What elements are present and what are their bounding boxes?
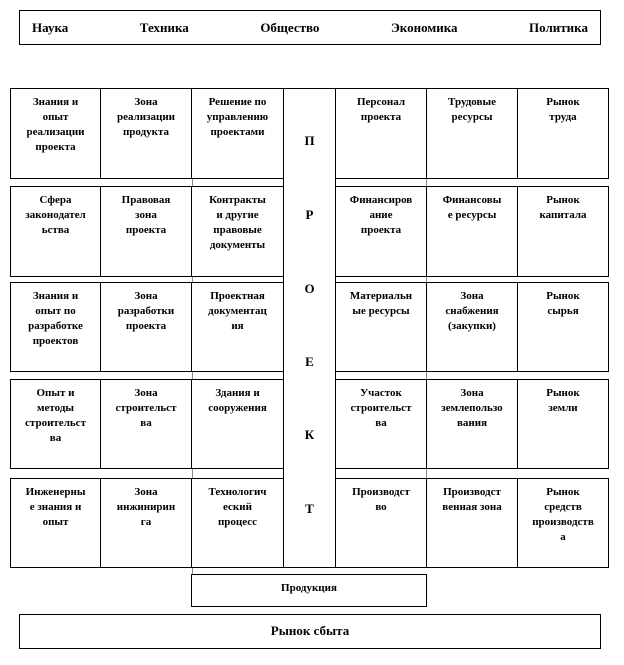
project-column: П Р О Е К Т: [283, 88, 336, 568]
diagram-cell: Зона реализации продукта: [100, 88, 192, 179]
diagram-cell: Инженерны е знания и опыт: [10, 478, 101, 568]
diagram-cell: Рынок труда: [517, 88, 609, 179]
diagram-cell: Участок строительст ва: [335, 379, 427, 469]
diagram-cell: Контракты и другие правовые документы: [191, 186, 284, 277]
sales-market-box: Рынок сбыта: [19, 614, 601, 649]
diagram-cell: Опыт и методы строительст ва: [10, 379, 101, 469]
diagram-cell: Рынок сырья: [517, 282, 609, 372]
factor-economy: Экономика: [390, 19, 458, 35]
project-letter: Т: [305, 501, 314, 516]
diagram-cell: Зона инжинирин га: [100, 478, 192, 568]
project-letter: Р: [305, 207, 314, 222]
project-letter: Е: [305, 354, 314, 369]
project-letter: К: [304, 427, 315, 442]
diagram-cell: Знания и опыт по разработке проектов: [10, 282, 101, 372]
diagram-cell: Финансовы е ресурсы: [426, 186, 518, 277]
diagram-cell: Решение по управлению проектами: [191, 88, 284, 179]
diagram-cell: Производст во: [335, 478, 427, 568]
factor-politics: Политика: [529, 19, 588, 35]
diagram-cell: Рынок средств производств а: [517, 478, 609, 568]
top-factors-bar: Наука Техника Общество Экономика Политик…: [19, 10, 601, 45]
diagram-cell: Технологич еский процесс: [191, 478, 284, 568]
factor-technology: Техника: [139, 19, 189, 35]
diagram-cell: Финансиров ание проекта: [335, 186, 427, 277]
product-box: Продукция: [191, 574, 427, 607]
diagram-cell: Сфера законодател ьства: [10, 186, 101, 277]
project-letter: П: [304, 133, 315, 148]
diagram-cell: Зона строительст ва: [100, 379, 192, 469]
diagram-cell: Трудовые ресурсы: [426, 88, 518, 179]
diagram-cell: Зона разработки проекта: [100, 282, 192, 372]
diagram-cell: Рынок земли: [517, 379, 609, 469]
factor-society: Общество: [260, 19, 320, 35]
diagram-cell: Здания и сооружения: [191, 379, 284, 469]
diagram-cell: Производст венная зона: [426, 478, 518, 568]
diagram-cell: Материальн ые ресурсы: [335, 282, 427, 372]
diagram-cell: Проектная документац ия: [191, 282, 284, 372]
project-letter: О: [304, 281, 315, 296]
diagram-cell: Знания и опыт реализации проекта: [10, 88, 101, 179]
diagram-cell: Персонал проекта: [335, 88, 427, 179]
diagram-cell: Рынок капитала: [517, 186, 609, 277]
diagram-cell: Зона снабжения (закупки): [426, 282, 518, 372]
diagram-cell: Правовая зона проекта: [100, 186, 192, 277]
diagram-cell: Зона землепользо вания: [426, 379, 518, 469]
factor-science: Наука: [32, 19, 69, 35]
